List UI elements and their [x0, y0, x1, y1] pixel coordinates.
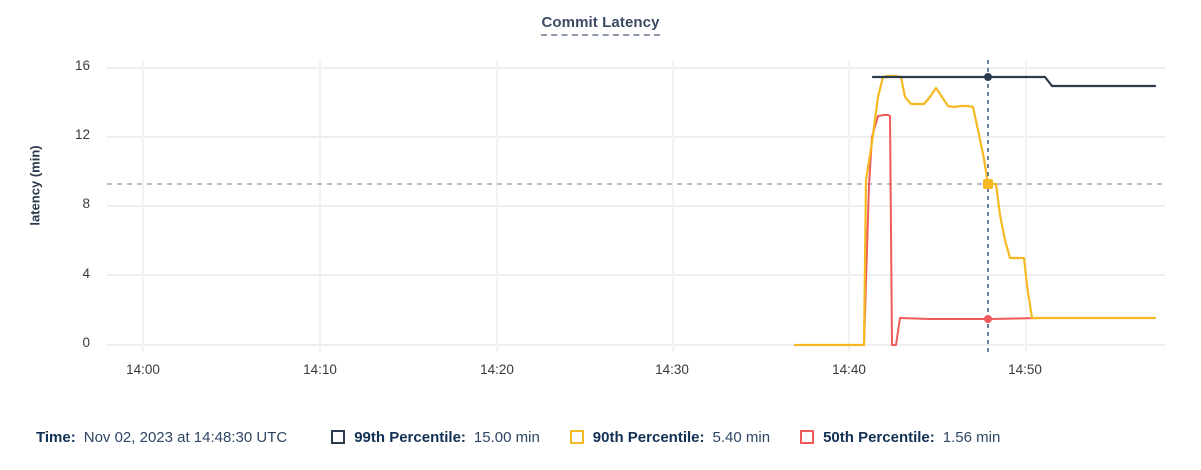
legend-time: Time: Nov 02, 2023 at 14:48:30 UTC	[36, 429, 287, 446]
time-label: Time:	[36, 428, 76, 446]
y-tick-12: 12	[74, 127, 90, 142]
legend-item-99th-percentile[interactable]: 99th Percentile: 15.00 min	[331, 429, 540, 446]
y-tick-0: 0	[82, 335, 90, 350]
swatch-50th-percentile-icon	[800, 430, 815, 444]
legend-value-90th-percentile: 5.40 min	[712, 428, 771, 446]
y-tick-8: 8	[82, 196, 90, 211]
page-title: Commit Latency	[0, 14, 1201, 36]
y-tick-4: 4	[82, 266, 90, 281]
series-50th-percentile	[794, 114, 1156, 346]
marker-90th-percentile	[983, 179, 993, 189]
y-tick-16: 16	[74, 58, 90, 73]
chart-title-text: Commit Latency	[541, 14, 660, 36]
gridlines	[107, 67, 1165, 346]
legend-label-50th-percentile: 50th Percentile:	[823, 428, 935, 446]
legend-label-99th-percentile: 99th Percentile:	[354, 428, 466, 446]
swatch-99th-percentile-icon	[331, 430, 346, 444]
x-tick-1420: 14:20	[480, 362, 514, 377]
plot-area: latency (min) 16 12 8 4 0 14:00 14:10 14…	[28, 58, 1165, 377]
legend-label-90th-percentile: 90th Percentile:	[592, 428, 705, 446]
series-99th-percentile	[871, 75, 1157, 88]
legend-value-99th-percentile: 15.00 min	[473, 428, 540, 446]
chart-svg	[107, 60, 1165, 352]
legend-item-90th-percentile[interactable]: 90th Percentile: 5.40 min	[569, 428, 771, 446]
x-gridlines	[142, 60, 1027, 352]
swatch-90th-percentile-icon	[569, 430, 584, 444]
marker-50th-percentile	[984, 315, 992, 323]
chart-legend: Time: Nov 02, 2023 at 14:48:30 UTC 99th …	[0, 414, 1201, 460]
x-tick-1410: 14:10	[303, 362, 337, 377]
x-tick-1400: 14:00	[126, 362, 160, 377]
x-tick-1440: 14:40	[832, 362, 866, 377]
x-tick-1450: 14:50	[1008, 362, 1042, 377]
legend-value-50th-percentile: 1.56 min	[942, 428, 1001, 446]
legend-item-50th-percentile[interactable]: 50th Percentile: 1.56 min	[800, 429, 1000, 446]
x-tick-1430: 14:30	[655, 362, 689, 377]
marker-99th-percentile	[984, 73, 992, 81]
time-value: Nov 02, 2023 at 14:48:30 UTC	[83, 428, 288, 446]
